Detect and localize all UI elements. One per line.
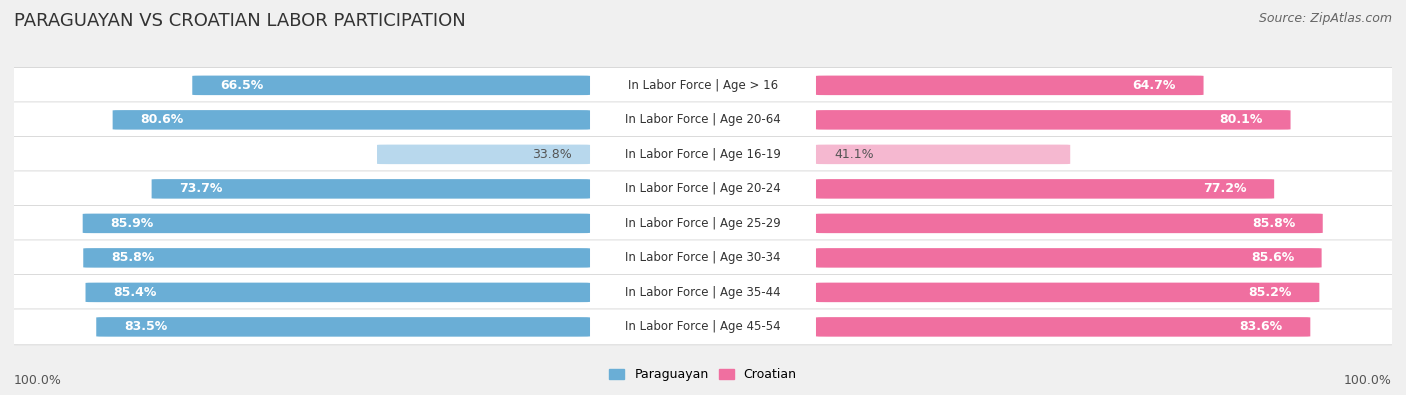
Text: PARAGUAYAN VS CROATIAN LABOR PARTICIPATION: PARAGUAYAN VS CROATIAN LABOR PARTICIPATI… [14, 12, 465, 30]
Text: 73.7%: 73.7% [179, 182, 222, 196]
FancyBboxPatch shape [815, 317, 1310, 337]
Text: 85.6%: 85.6% [1251, 251, 1294, 264]
FancyBboxPatch shape [193, 75, 591, 95]
Text: 77.2%: 77.2% [1204, 182, 1247, 196]
FancyBboxPatch shape [86, 283, 591, 302]
FancyBboxPatch shape [815, 214, 1323, 233]
FancyBboxPatch shape [377, 145, 591, 164]
Text: 80.6%: 80.6% [141, 113, 183, 126]
Text: 85.8%: 85.8% [111, 251, 155, 264]
FancyBboxPatch shape [815, 75, 1204, 95]
Text: In Labor Force | Age 25-29: In Labor Force | Age 25-29 [626, 217, 780, 230]
Text: 85.9%: 85.9% [110, 217, 153, 230]
Text: 66.5%: 66.5% [219, 79, 263, 92]
Text: 33.8%: 33.8% [533, 148, 572, 161]
FancyBboxPatch shape [0, 68, 1406, 103]
FancyBboxPatch shape [0, 309, 1406, 345]
Text: 85.2%: 85.2% [1249, 286, 1292, 299]
FancyBboxPatch shape [96, 317, 591, 337]
Legend: Paraguayan, Croatian: Paraguayan, Croatian [605, 363, 801, 386]
FancyBboxPatch shape [0, 275, 1406, 310]
Text: In Labor Force | Age > 16: In Labor Force | Age > 16 [628, 79, 778, 92]
FancyBboxPatch shape [0, 136, 1406, 172]
Text: In Labor Force | Age 16-19: In Labor Force | Age 16-19 [626, 148, 780, 161]
FancyBboxPatch shape [0, 205, 1406, 241]
FancyBboxPatch shape [112, 110, 591, 130]
FancyBboxPatch shape [0, 240, 1406, 276]
FancyBboxPatch shape [0, 171, 1406, 207]
FancyBboxPatch shape [815, 110, 1291, 130]
Text: 83.5%: 83.5% [124, 320, 167, 333]
FancyBboxPatch shape [815, 283, 1319, 302]
Text: 64.7%: 64.7% [1133, 79, 1175, 92]
FancyBboxPatch shape [815, 248, 1322, 268]
FancyBboxPatch shape [815, 179, 1274, 199]
Text: 100.0%: 100.0% [14, 374, 62, 387]
Text: In Labor Force | Age 20-24: In Labor Force | Age 20-24 [626, 182, 780, 196]
Text: In Labor Force | Age 20-64: In Labor Force | Age 20-64 [626, 113, 780, 126]
FancyBboxPatch shape [83, 214, 591, 233]
Text: Source: ZipAtlas.com: Source: ZipAtlas.com [1258, 12, 1392, 25]
Text: In Labor Force | Age 45-54: In Labor Force | Age 45-54 [626, 320, 780, 333]
Text: 100.0%: 100.0% [1344, 374, 1392, 387]
Text: 85.4%: 85.4% [112, 286, 156, 299]
Text: 85.8%: 85.8% [1251, 217, 1295, 230]
Text: In Labor Force | Age 35-44: In Labor Force | Age 35-44 [626, 286, 780, 299]
Text: 41.1%: 41.1% [834, 148, 873, 161]
FancyBboxPatch shape [152, 179, 591, 199]
Text: 83.6%: 83.6% [1240, 320, 1282, 333]
FancyBboxPatch shape [0, 102, 1406, 138]
Text: In Labor Force | Age 30-34: In Labor Force | Age 30-34 [626, 251, 780, 264]
FancyBboxPatch shape [83, 248, 591, 268]
FancyBboxPatch shape [815, 145, 1070, 164]
Text: 80.1%: 80.1% [1219, 113, 1263, 126]
